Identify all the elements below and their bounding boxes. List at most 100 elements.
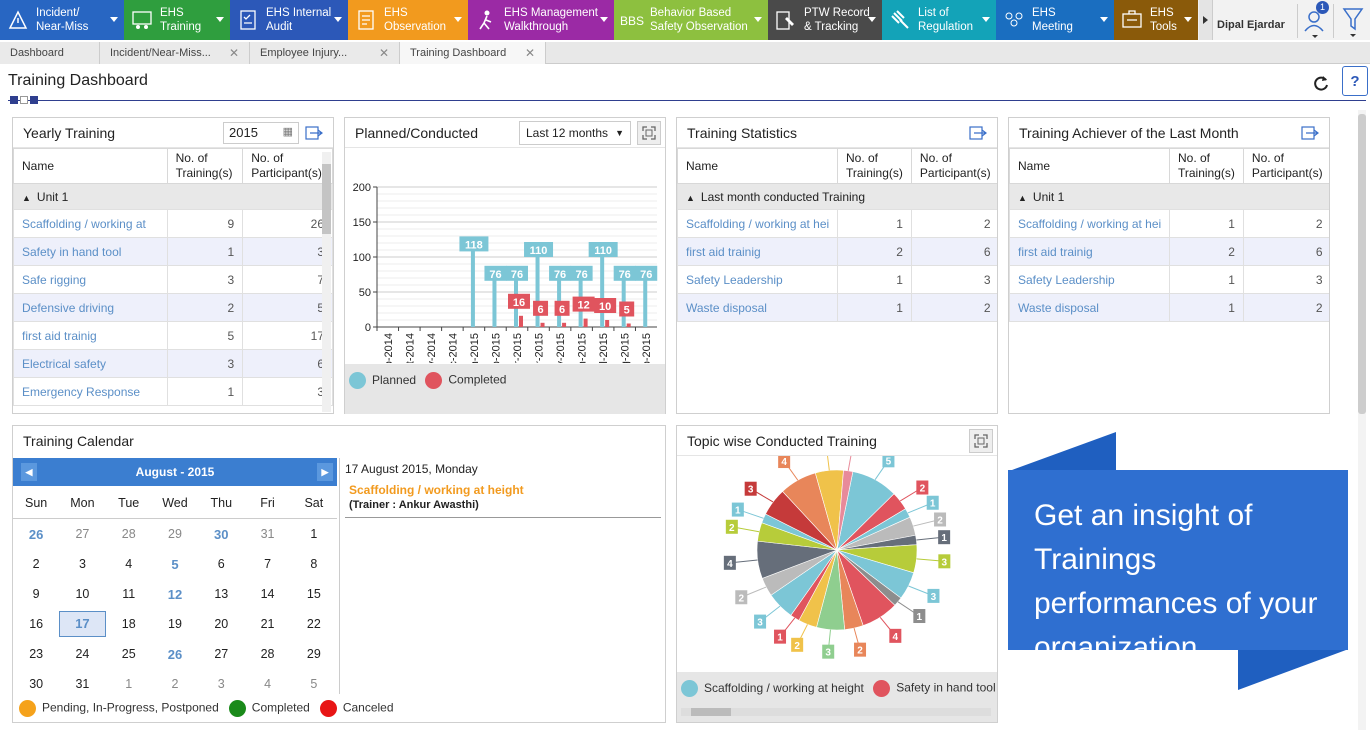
column-header[interactable]: No. of Training(s) [1169, 148, 1244, 184]
collapse-icon[interactable]: ▲ [1018, 192, 1027, 203]
calendar-icon[interactable]: ▦ [282, 126, 293, 138]
calendar-day[interactable]: 12 [167, 586, 183, 602]
row-name[interactable]: Safety in hand tool [13, 237, 168, 266]
event-title[interactable]: Scaffolding / working at height [349, 483, 524, 497]
calendar-day[interactable]: 21 [260, 617, 275, 631]
column-header[interactable]: No. of Training(s) [837, 148, 912, 184]
calendar-day[interactable]: 19 [168, 617, 182, 631]
yearly-scrollbar[interactable] [322, 152, 331, 412]
column-header[interactable]: No. of Participant(s) [242, 148, 333, 184]
calendar-day[interactable]: 1 [125, 677, 133, 691]
row-name[interactable]: first aid trainig [677, 237, 838, 266]
calendar-day[interactable]: 31 [75, 677, 90, 691]
table-row[interactable]: first aid trainig 2 6 [677, 237, 997, 266]
calendar-day[interactable]: 16 [29, 617, 44, 631]
tab-0[interactable]: Dashboard [0, 42, 100, 64]
close-icon[interactable]: ✕ [378, 46, 389, 60]
help-button[interactable]: ? [1342, 66, 1368, 96]
filter-icon[interactable] [1333, 4, 1369, 38]
nav-item-audit[interactable]: EHS Internal Audit [230, 0, 348, 40]
period-select[interactable]: Last 12 months ▼ [519, 121, 631, 145]
export-icon[interactable] [1301, 126, 1319, 140]
table-row[interactable]: Safety Leadership 1 3 [677, 265, 997, 294]
column-header[interactable]: No. of Training(s) [166, 148, 244, 184]
nav-item-meeting[interactable]: EHS Meeting [996, 0, 1114, 40]
next-month-button[interactable]: ▶ [317, 463, 333, 481]
calendar-day[interactable]: 6 [217, 557, 225, 571]
calendar-day[interactable]: 10 [75, 587, 90, 601]
calendar-day[interactable]: 29 [168, 527, 182, 541]
table-row[interactable]: Scaffolding / working at hei 1 2 [1009, 209, 1329, 238]
calendar-day[interactable]: 9 [32, 587, 40, 601]
maximize-icon[interactable] [969, 429, 993, 453]
calendar-day[interactable]: 11 [122, 587, 136, 601]
close-icon[interactable]: ✕ [228, 46, 239, 60]
row-name[interactable]: Scaffolding / working at [13, 209, 168, 238]
row-name[interactable]: Safety Leadership [677, 265, 838, 294]
calendar-day[interactable]: 23 [29, 647, 44, 661]
table-row[interactable]: Scaffolding / working at 9 26 [13, 209, 333, 238]
calendar-day[interactable]: 26 [28, 526, 44, 542]
calendar-day[interactable]: 31 [260, 527, 275, 541]
nav-item-bbs[interactable]: BBS Behavior Based Safety Observation [614, 0, 768, 40]
row-name[interactable]: Safety Leadership [1009, 265, 1170, 294]
notification-badge[interactable]: 1 [1316, 1, 1329, 14]
table-row[interactable]: Electrical safety 3 6 [13, 349, 333, 378]
calendar-day[interactable]: 14 [260, 587, 275, 601]
table-row[interactable]: Emergency Response 1 3 [13, 377, 333, 406]
column-header[interactable]: No. of Participant(s) [1242, 148, 1329, 184]
collapse-icon[interactable]: ▲ [22, 192, 31, 203]
maximize-icon[interactable] [637, 121, 661, 145]
row-name[interactable]: first aid trainig [13, 321, 168, 350]
calendar-day[interactable]: 8 [310, 557, 318, 571]
calendar-day[interactable]: 27 [75, 527, 90, 541]
row-name[interactable]: Waste disposal [677, 293, 838, 322]
table-row[interactable]: first aid trainig 5 17 [13, 321, 333, 350]
prev-month-button[interactable]: ◀ [21, 463, 37, 481]
calendar-day[interactable]: 22 [306, 617, 321, 631]
table-row[interactable]: Defensive driving 2 5 [13, 293, 333, 322]
calendar-day[interactable]: 30 [29, 677, 44, 691]
calendar-day[interactable]: 24 [75, 647, 90, 661]
calendar-day[interactable]: 15 [306, 587, 321, 601]
row-name[interactable]: first aid trainig [1009, 237, 1170, 266]
calendar-day[interactable]: 4 [125, 557, 133, 571]
calendar-day[interactable]: 27 [214, 647, 229, 661]
row-name[interactable]: Safe rigging [13, 265, 168, 294]
legend-scrollbar[interactable] [681, 708, 991, 716]
calendar-day[interactable]: 17 [59, 611, 106, 637]
calendar-day[interactable]: 5 [171, 556, 179, 572]
user-area[interactable]: Dipal Ejardar 1 [1212, 0, 1370, 40]
nav-item-gavel[interactable]: List of Regulation [882, 0, 996, 40]
collapse-icon[interactable]: ▲ [686, 192, 695, 203]
export-icon[interactable] [969, 126, 987, 140]
user-icon[interactable] [1297, 4, 1329, 38]
column-header[interactable]: Name [677, 148, 838, 184]
calendar-day[interactable]: 3 [217, 677, 225, 691]
calendar-day[interactable]: 7 [264, 557, 272, 571]
calendar-day[interactable]: 25 [121, 647, 136, 661]
nav-item-walkthrough[interactable]: EHS Management Walkthrough [468, 0, 614, 40]
nav-item-incident[interactable]: Incident/ Near-Miss [0, 0, 124, 40]
close-icon[interactable]: ✕ [524, 46, 535, 60]
calendar-day[interactable]: 18 [121, 617, 136, 631]
group-row[interactable]: ▲ Unit 1 [13, 183, 333, 210]
calendar-day[interactable]: 28 [121, 527, 136, 541]
group-row[interactable]: ▲ Last month conducted Training [677, 183, 997, 210]
calendar-day[interactable]: 13 [214, 587, 229, 601]
row-name[interactable]: Waste disposal [1009, 293, 1170, 322]
table-row[interactable]: Scaffolding / working at hei 1 2 [677, 209, 997, 238]
nav-item-training[interactable]: EHS Training [124, 0, 230, 40]
calendar-day[interactable]: 2 [32, 557, 40, 571]
table-row[interactable]: Waste disposal 1 2 [1009, 293, 1329, 322]
column-header[interactable]: Name [1009, 148, 1170, 184]
refresh-icon[interactable] [1312, 74, 1330, 92]
calendar-day[interactable]: 3 [78, 557, 86, 571]
row-name[interactable]: Defensive driving [13, 293, 168, 322]
table-row[interactable]: first aid trainig 2 6 [1009, 237, 1329, 266]
calendar-day[interactable]: 2 [171, 677, 179, 691]
table-row[interactable]: Safety in hand tool 1 3 [13, 237, 333, 266]
calendar-day[interactable]: 4 [264, 677, 272, 691]
calendar-day[interactable]: 20 [214, 617, 229, 631]
layout-toggle[interactable] [10, 96, 40, 106]
